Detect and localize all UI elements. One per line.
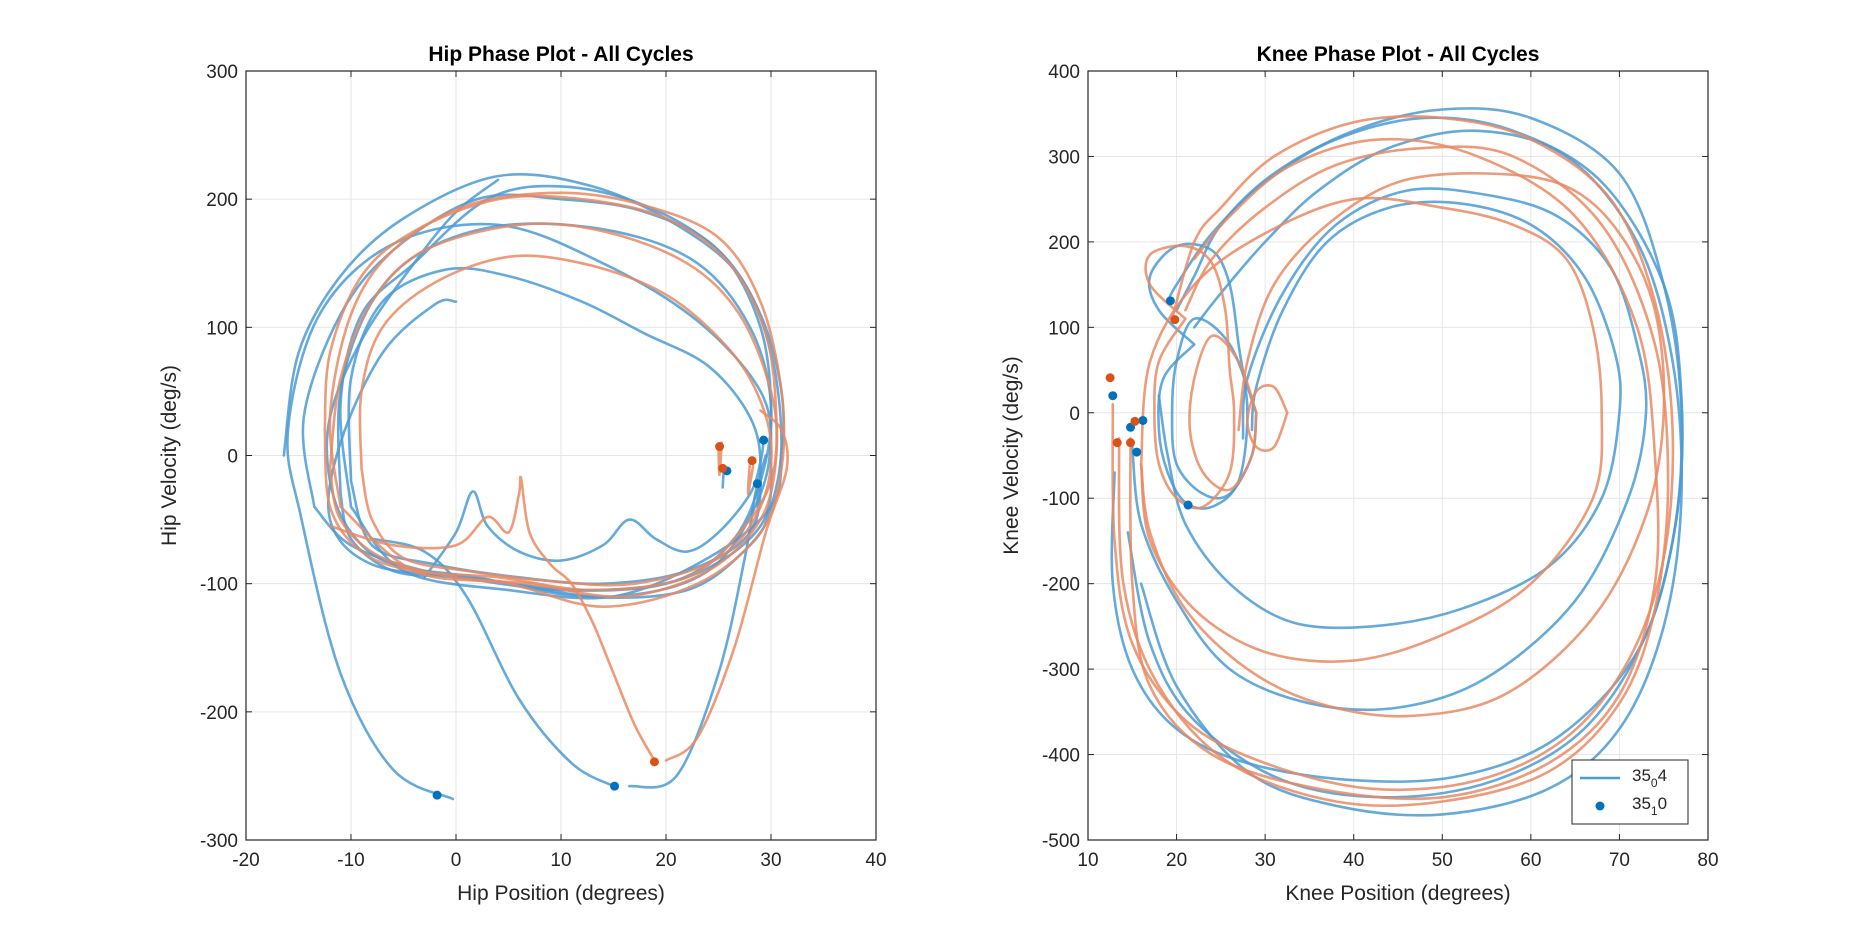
hip-series-b-marker [649, 757, 659, 767]
knee-series-lines [1110, 107, 1684, 817]
hip-y-tick-label: 0 [227, 447, 238, 468]
knee-series-b-line [1139, 172, 1666, 718]
hip-y-tick-label: 300 [206, 62, 238, 83]
knee-ticks: 10 20 30 40 50 60 70 80 -500 -400 -300 -200 -100 0 100… [1042, 62, 1719, 871]
knee-y-tick-label: -500 [1042, 831, 1080, 852]
knee-x-tick-label: 50 [1432, 850, 1453, 871]
knee-series-a-line [1131, 187, 1648, 712]
hip-series-b-line [328, 475, 656, 762]
knee-y-tick-label: 400 [1048, 62, 1080, 83]
knee-series-a-marker [1132, 447, 1142, 457]
knee-series-a-marker [1165, 296, 1175, 306]
legend-box [1571, 759, 1689, 825]
hip-y-tick-label: 200 [206, 190, 238, 211]
hip-y-tick-label: -100 [200, 575, 238, 596]
hip-chart-title: Hip Phase Plot - All Cycles [428, 43, 693, 66]
knee-x-tick-label: 10 [1077, 850, 1098, 871]
knee-x-tick-label: 70 [1609, 850, 1630, 871]
knee-series-b-line [1139, 196, 1604, 663]
knee-series-b-marker [1126, 438, 1136, 448]
hip-series-b-line [328, 222, 779, 599]
knee-y-tick-label: 100 [1048, 318, 1080, 339]
knee-series-b-marker [1170, 315, 1180, 325]
hip-series-b-line [664, 409, 789, 762]
knee-y-tick-label: -400 [1042, 746, 1080, 767]
hip-series-a-line [339, 184, 785, 600]
knee-x-tick-label: 60 [1520, 850, 1541, 871]
hip-series-b-line [717, 441, 723, 477]
knee-x-tick-label: 40 [1343, 850, 1364, 871]
knee-series-b-line [1117, 145, 1670, 808]
knee-series-a-marker [1183, 500, 1193, 510]
hip-y-axis-label: Hip Velocity (deg/s) [158, 365, 181, 546]
legend-entry-label: 3510 [1632, 794, 1667, 818]
knee-series-markers [1105, 296, 1193, 510]
knee-x-axis-label: Knee Position (degrees) [1285, 882, 1510, 905]
knee-y-tick-label: 0 [1069, 404, 1080, 425]
hip-series-a-marker [752, 479, 762, 489]
hip-x-tick-label: 10 [550, 850, 571, 871]
knee-y-tick-label: -300 [1042, 660, 1080, 681]
knee-series-b-line [1111, 115, 1675, 792]
hip-y-tick-label: 100 [206, 318, 238, 339]
knee-series-a-marker [1138, 415, 1148, 425]
legend-marker-swatch [1595, 801, 1605, 811]
hip-x-axis-label: Hip Position (degrees) [457, 882, 665, 905]
knee-series-b-line [1246, 384, 1289, 453]
hip-series-b-line [746, 460, 755, 496]
knee-series-a-line [1157, 200, 1622, 630]
legend-entry-label: 3504 [1632, 766, 1667, 790]
hip-series-b-marker [747, 456, 757, 466]
knee-phase-plot: 10 20 30 40 50 60 70 80 -500 -400 -300 -200 -100 0 100… [1000, 43, 1719, 905]
knee-x-tick-label: 20 [1166, 850, 1187, 871]
hip-series-lines [282, 173, 789, 801]
knee-y-axis-label: Knee Velocity (deg/s) [1000, 356, 1023, 554]
hip-series-a-line [286, 222, 773, 801]
knee-series-b-line [1188, 334, 1258, 492]
knee-series-b-marker [1105, 373, 1115, 383]
hip-x-tick-label: 40 [865, 850, 886, 871]
knee-axes-box [1087, 70, 1709, 841]
knee-series-b-line [1128, 137, 1660, 801]
knee-x-tick-label: 80 [1697, 850, 1718, 871]
hip-series-a-line [370, 537, 615, 788]
hip-x-tick-label: 0 [451, 850, 462, 871]
hip-series-a-line [628, 454, 768, 789]
knee-series-b-line [1144, 244, 1236, 510]
hip-series-markers [432, 435, 769, 800]
knee-series-a-marker [1108, 391, 1118, 401]
hip-series-a-marker [610, 781, 620, 791]
hip-x-tick-label: 20 [655, 850, 676, 871]
hip-x-tick-label: 30 [760, 850, 781, 871]
hip-series-a-marker [432, 790, 442, 800]
knee-x-tick-label: 30 [1255, 850, 1276, 871]
hip-series-a-marker [759, 435, 769, 445]
hip-series-b-marker [718, 463, 728, 473]
hip-y-tick-label: -200 [200, 703, 238, 724]
hip-y-tick-label: -300 [200, 831, 238, 852]
hip-series-a-line [423, 438, 765, 579]
knee-series-b-marker [1112, 438, 1122, 448]
hip-x-tick-label: -10 [337, 850, 364, 871]
knee-chart-title: Knee Phase Plot - All Cycles [1257, 43, 1540, 66]
knee-series-a-line [1139, 129, 1684, 817]
knee-y-tick-label: 300 [1048, 147, 1080, 168]
knee-y-tick-label: -100 [1042, 489, 1080, 510]
hip-x-tick-label: -20 [232, 850, 259, 871]
knee-y-tick-label: -200 [1042, 575, 1080, 596]
knee-series-b-marker [1130, 416, 1140, 426]
hip-series-b-line [328, 191, 786, 608]
knee-legend: 3504 3510 [1571, 759, 1689, 825]
knee-y-tick-label: 200 [1048, 233, 1080, 254]
hip-series-b-marker [715, 442, 725, 452]
